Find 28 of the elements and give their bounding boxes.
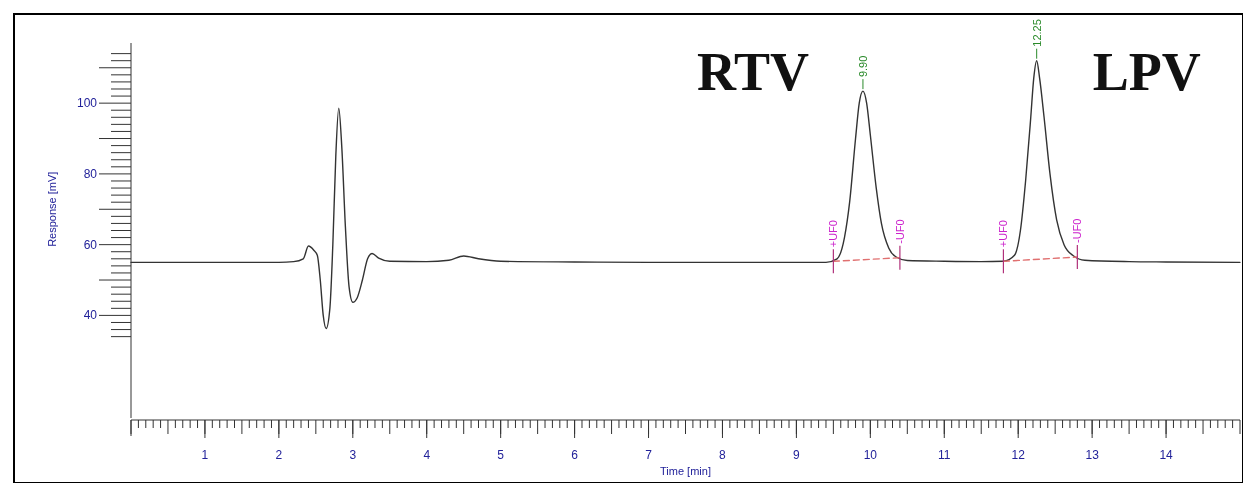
y-tick-label: 80 [83,166,98,181]
annotation: RTV [696,42,809,102]
annotation: +UF0 [997,220,1010,248]
annotation: 12.25 [1030,19,1043,47]
y-tick-label: 40 [83,308,98,323]
annotation: -UF0 [893,219,906,244]
x-tick-label: 2 [275,448,283,462]
annotation: 9.90 [856,55,869,78]
x-tick-label: 1 [201,448,209,462]
y-tick-label: 100 [76,96,98,111]
x-tick-label: 13 [1085,448,1100,462]
x-tick-label: 4 [423,448,431,462]
x-tick-label: 12 [1011,448,1026,462]
x-tick-label: 6 [571,448,579,462]
x-tick-label: 9 [793,448,801,462]
y-tick-label: 60 [83,237,98,252]
annotation: LPV [1092,42,1201,102]
x-tick-label: 7 [645,448,653,462]
y-axis-title: Response [mV] [46,171,58,247]
x-tick-label: 10 [863,448,878,462]
annotation: -UF0 [1071,218,1084,244]
annotation: +UF0 [827,220,840,248]
x-tick-label: 8 [719,448,727,462]
x-tick-label: 5 [497,448,505,462]
x-tick-label: 3 [349,448,357,462]
x-axis-title: Time [min] [660,465,711,477]
x-tick-label: 11 [938,448,951,462]
x-tick-label: 14 [1159,448,1174,462]
